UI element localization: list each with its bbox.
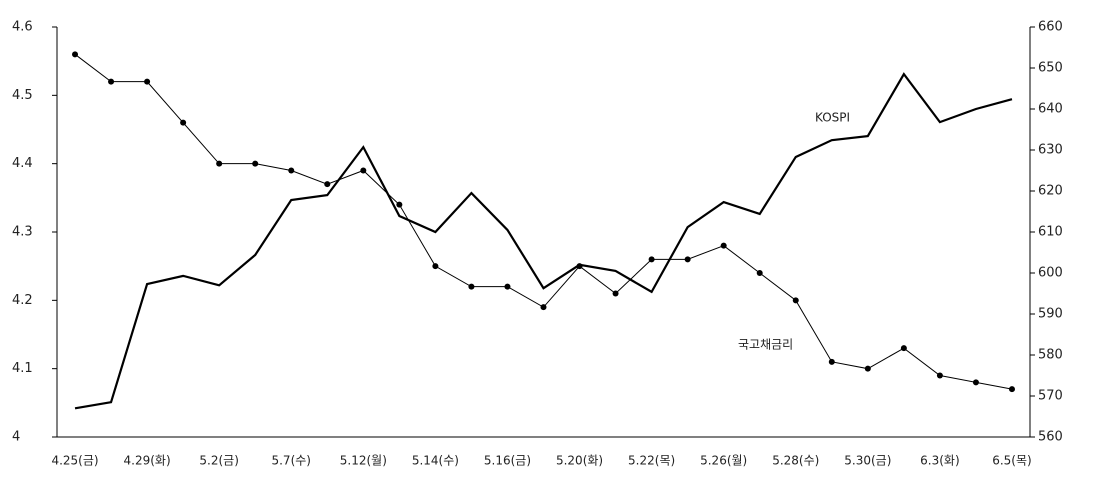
y-tick-label: 4.3 [12,225,33,240]
series-marker [900,345,907,352]
series-marker [972,379,979,386]
series-marker [252,160,259,167]
y-tick-label: 4.1 [12,361,33,376]
series-marker [468,283,475,290]
x-tick-label: 5.20(화) [556,454,603,468]
series-marker [180,119,187,126]
series-label: KOSPI [815,111,850,125]
x-tick-label: 5.22(목) [628,454,675,468]
series-label: 국고채금리 [738,338,793,352]
y-tick-label: 4.4 [12,156,33,171]
series-marker [396,201,403,208]
y2-tick-label: 580 [1038,348,1063,363]
series-marker [504,283,511,290]
series-marker [864,365,871,372]
x-tick-label: 6.3(화) [920,454,960,468]
y2-tick-label: 590 [1038,307,1063,322]
y2-tick-label: 640 [1038,102,1063,117]
y2-tick-label: 560 [1038,430,1063,445]
x-tick-label: 6.5(목) [992,454,1032,468]
series-marker [1008,386,1015,393]
y2-tick-label: 650 [1038,61,1063,76]
y2-tick-label: 660 [1038,20,1063,35]
series-marker [936,372,943,379]
series-marker [324,181,331,188]
series-marker [612,290,619,297]
x-tick-label: 5.26(월) [700,454,747,468]
x-tick-label: 5.7(수) [271,454,311,468]
series-marker [720,242,727,249]
series-marker [792,297,799,304]
y2-tick-label: 610 [1038,225,1063,240]
series-line [74,53,1013,390]
y2-tick-label: 630 [1038,143,1063,158]
x-tick-label: 5.14(수) [412,454,459,468]
x-tick-label: 5.2(금) [199,454,239,468]
series-marker [72,51,79,58]
x-tick-label: 5.12(월) [340,454,387,468]
series-marker [144,78,151,85]
series-marker [648,256,655,263]
y-tick-label: 4.2 [12,293,33,308]
y-tick-label: 4.6 [12,20,33,35]
x-tick-label: 4.25(금) [51,454,98,468]
series-marker [108,78,115,85]
series-marker [828,358,835,365]
x-tick-label: 5.30(금) [844,454,891,468]
y2-tick-label: 600 [1038,266,1063,281]
series-marker [288,167,295,174]
series-marker [360,167,367,174]
series-marker [432,263,439,270]
x-tick-label: 5.28(수) [772,454,819,468]
y-tick-label: 4 [12,430,20,445]
x-tick-label: 5.16(금) [484,454,531,468]
y2-tick-label: 570 [1038,389,1063,404]
series-marker [756,270,763,276]
series-line [74,72,1013,410]
series-marker [684,256,691,263]
y2-tick-label: 620 [1038,184,1063,199]
series-marker [216,160,223,167]
y-tick-label: 4.5 [12,88,33,103]
series-marker [540,304,547,311]
x-tick-label: 4.29(화) [124,454,171,468]
